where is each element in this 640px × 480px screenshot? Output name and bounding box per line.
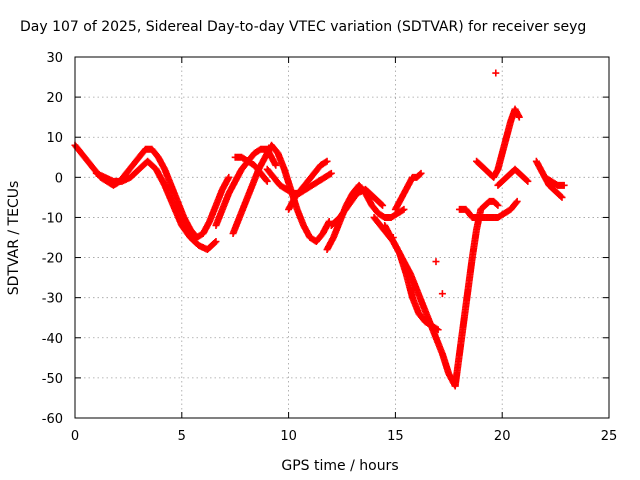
y-tick-label: -60: [42, 412, 63, 427]
data-point: [515, 113, 523, 121]
data-point: [225, 173, 233, 181]
data-point: [322, 158, 330, 166]
x-tick-label: 25: [601, 429, 618, 444]
plot-frame: [74, 56, 610, 419]
y-tick-label: -20: [42, 252, 63, 267]
data-point: [557, 192, 565, 200]
x-tick-label: 15: [387, 429, 404, 444]
x-axis-title: GPS time / hours: [281, 458, 398, 474]
y-tick-label: 10: [46, 131, 63, 146]
data-point: [326, 170, 334, 178]
axes-layer: 0 5 10 15 20 25 30 20 10 0 -10 -20 -30 -40 -50 -60: [42, 51, 618, 444]
x-tick-label: 10: [280, 429, 297, 444]
chart-title: Day 107 of 2025, Sidereal Day-to-day VTE…: [20, 19, 586, 35]
points-layer: [71, 69, 568, 390]
data-point: [560, 181, 568, 189]
data-point: [272, 161, 280, 169]
x-tick-label: 20: [494, 429, 511, 444]
data-point: [417, 169, 425, 177]
data-point: [323, 157, 331, 165]
outlier-point: [432, 258, 440, 266]
y-tick-label: -30: [42, 292, 63, 307]
y-tick-label: -10: [42, 211, 63, 226]
data-point: [211, 239, 219, 247]
y-tick-label: 20: [46, 91, 63, 106]
data-point: [558, 193, 566, 201]
data-point: [416, 170, 424, 178]
data-point: [262, 176, 270, 184]
data-point: [263, 177, 271, 185]
y-tick-label: -40: [42, 332, 63, 347]
data-point: [378, 200, 386, 208]
data-point: [494, 201, 502, 209]
data-point: [513, 197, 521, 205]
y-tick-label: -50: [42, 372, 63, 387]
outlier-point: [492, 69, 500, 77]
y-tick-label: 30: [46, 51, 63, 66]
data-point: [512, 199, 520, 207]
x-tick-label: 5: [178, 429, 186, 444]
data-point: [327, 169, 335, 177]
outlier-point: [389, 234, 397, 241]
x-tick-label: 0: [71, 429, 79, 444]
data-point: [212, 238, 220, 246]
outlier-point: [438, 290, 446, 298]
data-point: [523, 176, 531, 184]
y-tick-label: 0: [55, 171, 63, 186]
data-point: [524, 177, 532, 185]
y-axis-title: SDTVAR / TECUs: [6, 181, 22, 296]
data-point: [399, 206, 407, 214]
data-point: [400, 205, 408, 213]
data-point: [493, 200, 501, 208]
data-point: [379, 201, 387, 209]
